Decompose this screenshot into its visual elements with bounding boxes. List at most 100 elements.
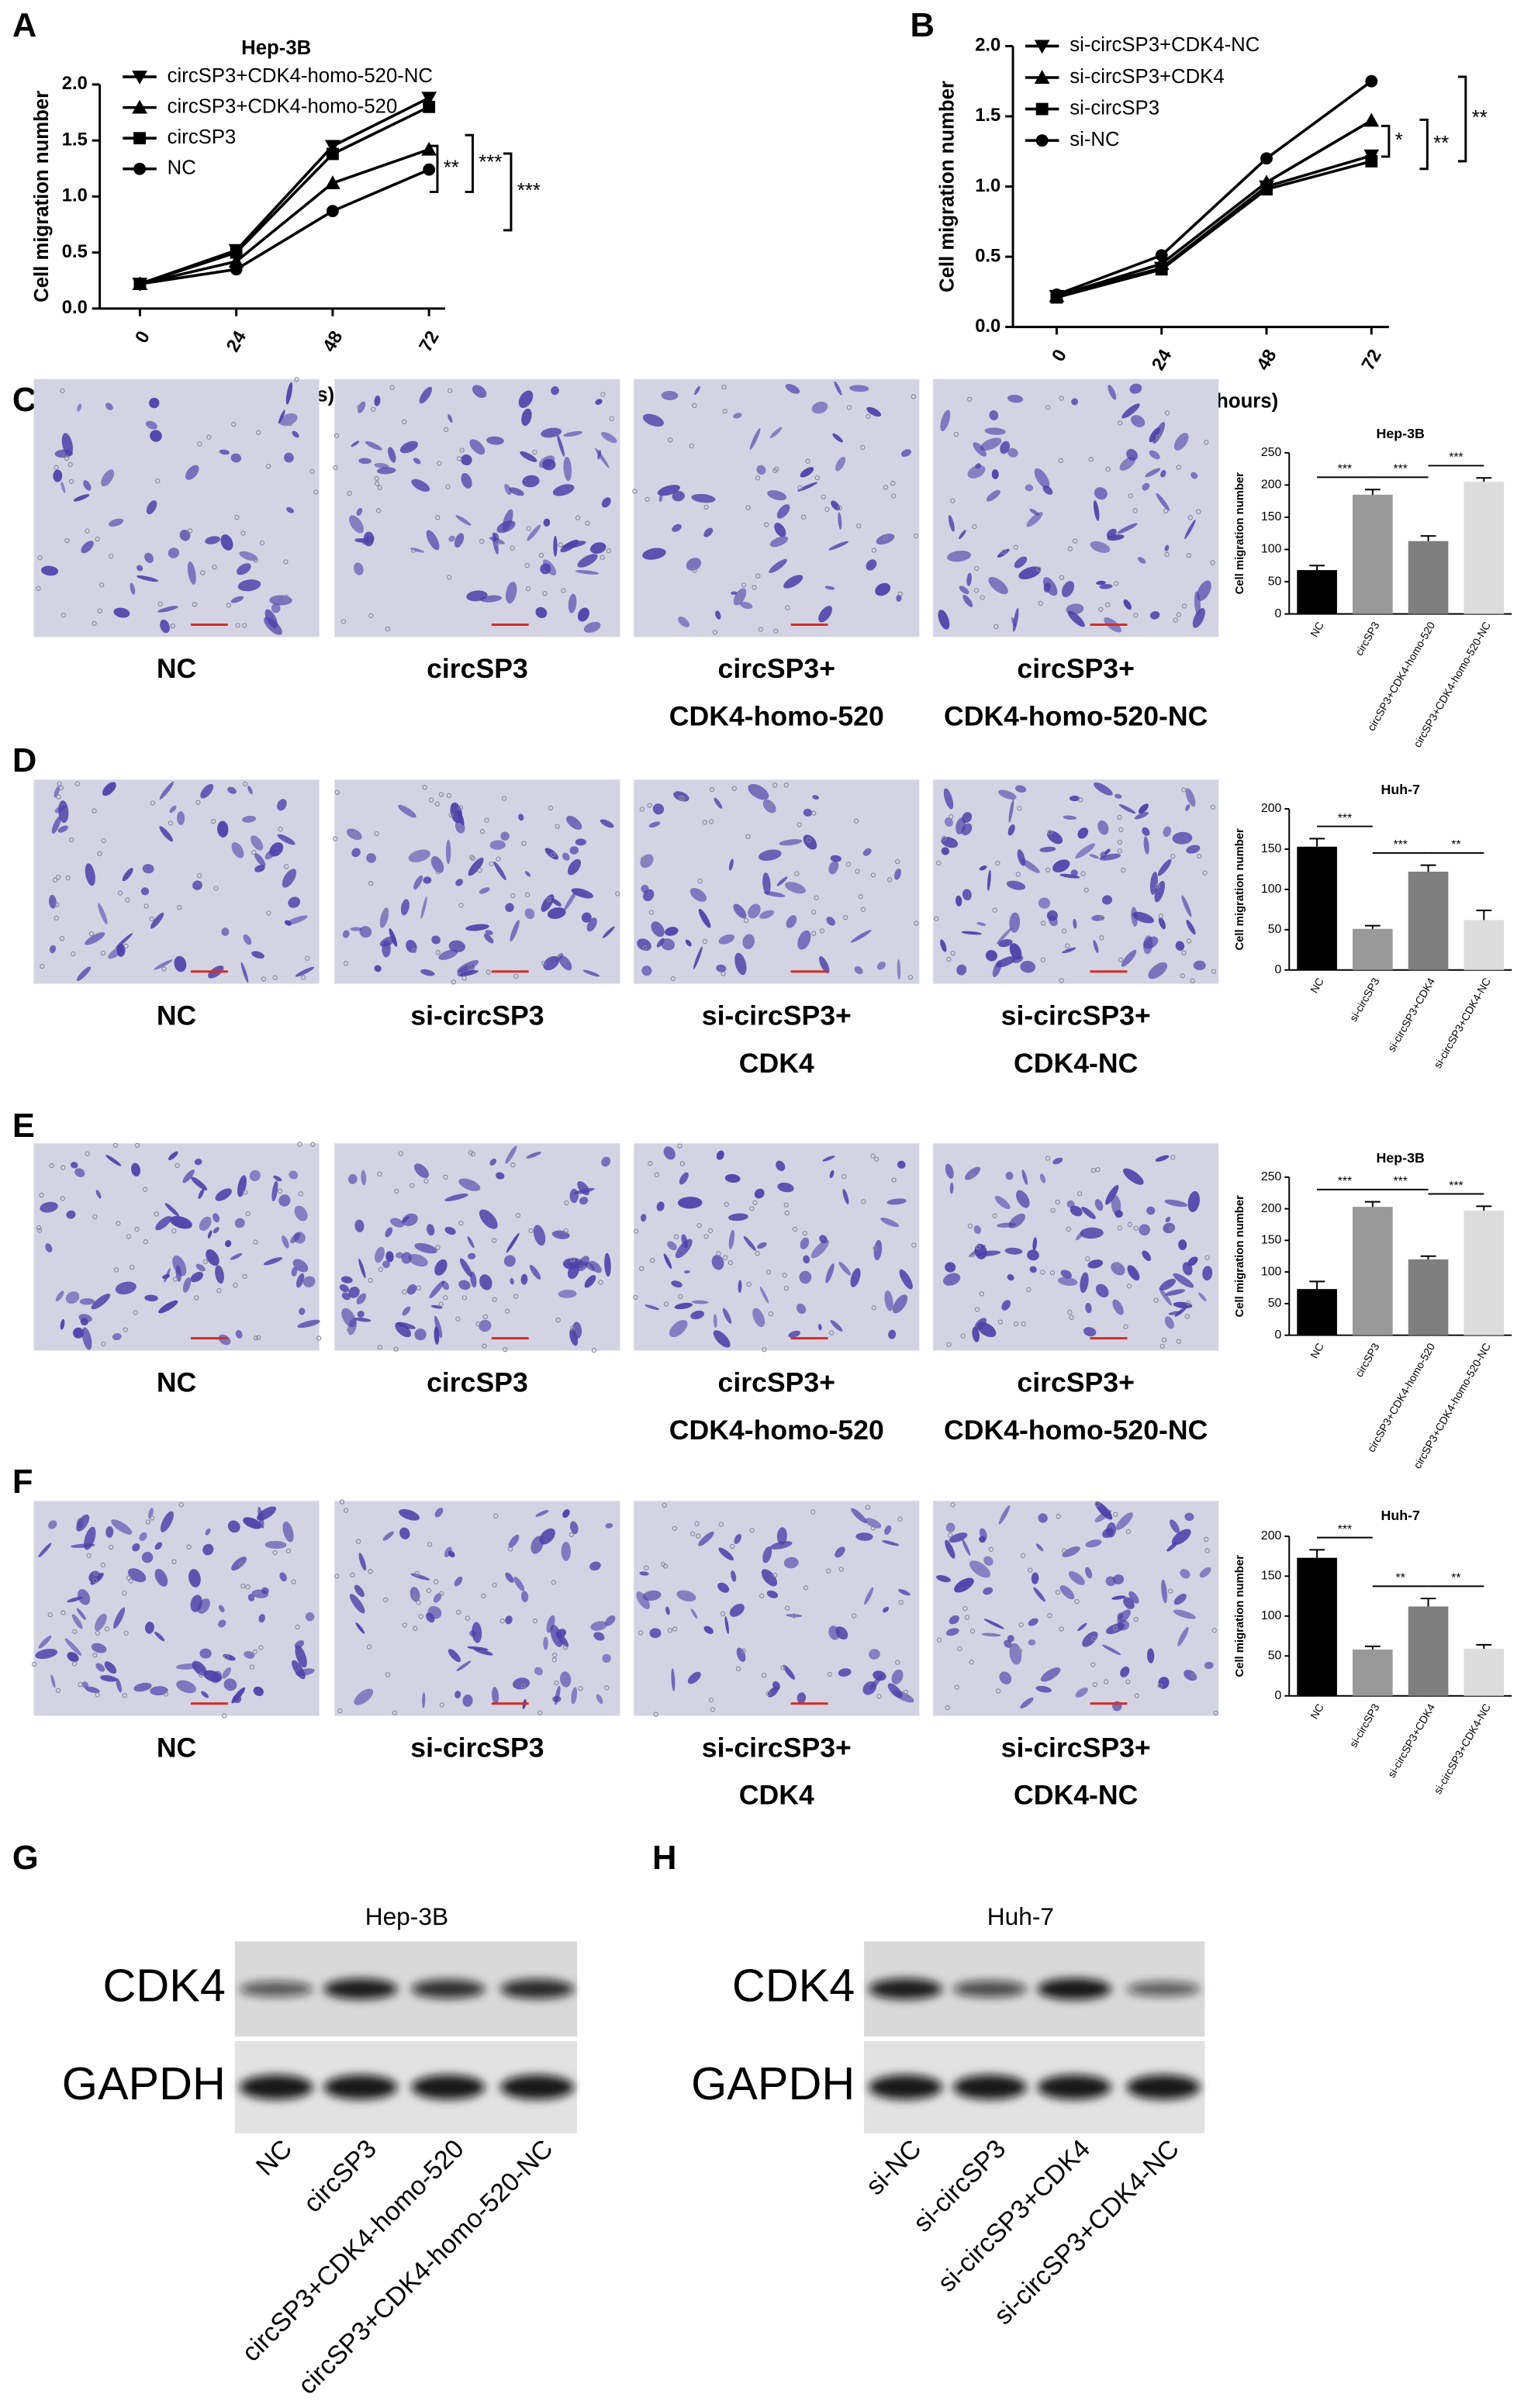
cell bbox=[346, 828, 362, 841]
cell bbox=[873, 1239, 883, 1261]
cell bbox=[294, 1640, 305, 1649]
pore bbox=[895, 1660, 900, 1665]
cell bbox=[759, 910, 775, 919]
pore bbox=[1065, 943, 1070, 948]
pore bbox=[797, 822, 802, 827]
cell bbox=[828, 860, 839, 875]
pore bbox=[492, 1297, 497, 1302]
cell bbox=[295, 1645, 307, 1668]
pore bbox=[85, 1151, 90, 1156]
cell bbox=[206, 1249, 219, 1266]
pore bbox=[122, 1591, 127, 1596]
cell bbox=[243, 934, 252, 945]
cell bbox=[521, 408, 532, 427]
cell bbox=[538, 455, 555, 468]
pore bbox=[988, 1546, 994, 1552]
cell bbox=[341, 1292, 351, 1301]
cell bbox=[105, 1155, 122, 1166]
legend-label: circSP3+CDK4-homo-520 bbox=[168, 95, 398, 117]
pore bbox=[1155, 434, 1161, 440]
panel-letter: C bbox=[12, 382, 36, 419]
cell bbox=[496, 1172, 505, 1180]
pore bbox=[591, 1347, 597, 1353]
band bbox=[411, 2075, 486, 2100]
pore bbox=[678, 795, 683, 800]
cell bbox=[595, 447, 610, 468]
y-tick-label: 150 bbox=[1261, 510, 1282, 523]
pore bbox=[117, 890, 123, 896]
y-tick-label: 0 bbox=[1275, 1328, 1282, 1342]
cell bbox=[1042, 577, 1058, 596]
bar bbox=[1297, 570, 1337, 614]
cell bbox=[767, 490, 787, 501]
cell bbox=[754, 1188, 765, 1199]
pore bbox=[266, 910, 271, 916]
pore bbox=[339, 1499, 345, 1505]
pore bbox=[445, 484, 451, 489]
pore bbox=[672, 1525, 678, 1531]
pore bbox=[1076, 1191, 1083, 1197]
cell bbox=[154, 1568, 168, 1587]
cell bbox=[396, 1321, 416, 1329]
pore bbox=[337, 1708, 343, 1714]
micrograph-label: si-circSP3 bbox=[410, 1000, 544, 1031]
cell bbox=[251, 1589, 269, 1598]
pore bbox=[667, 1628, 672, 1633]
pore bbox=[702, 820, 707, 825]
pore bbox=[468, 1150, 474, 1156]
cell bbox=[67, 1596, 83, 1603]
pore bbox=[870, 1525, 876, 1531]
cell bbox=[354, 1584, 365, 1598]
blot-row-label: CDK4 bbox=[732, 1959, 855, 2011]
cell bbox=[663, 1253, 672, 1270]
cell bbox=[891, 1669, 904, 1684]
pore bbox=[1158, 914, 1164, 919]
pore bbox=[205, 1218, 211, 1223]
cell bbox=[279, 413, 298, 427]
cell bbox=[230, 596, 244, 603]
cell bbox=[530, 1536, 544, 1554]
cell bbox=[731, 1570, 737, 1582]
pore bbox=[178, 1502, 184, 1508]
pore bbox=[1067, 546, 1073, 551]
cell bbox=[1186, 920, 1196, 935]
pore bbox=[1167, 1588, 1173, 1594]
pore bbox=[1155, 883, 1160, 889]
pore bbox=[1204, 1548, 1210, 1553]
cell bbox=[1194, 591, 1201, 616]
cell bbox=[985, 949, 997, 962]
cell bbox=[743, 1235, 756, 1251]
cell bbox=[293, 1232, 306, 1244]
pore bbox=[54, 915, 59, 921]
pore bbox=[172, 1277, 178, 1282]
pore bbox=[469, 855, 475, 860]
cell bbox=[251, 951, 264, 959]
pore bbox=[866, 413, 871, 420]
cell bbox=[458, 1178, 481, 1191]
pore bbox=[210, 818, 216, 824]
pore bbox=[1055, 1199, 1060, 1205]
pore bbox=[824, 506, 830, 513]
pore bbox=[1123, 1324, 1128, 1329]
cell bbox=[825, 1263, 835, 1283]
pore bbox=[1113, 1625, 1118, 1631]
cell bbox=[945, 1539, 956, 1559]
y-tick-label: 200 bbox=[1261, 1202, 1282, 1215]
pore bbox=[941, 835, 947, 841]
pore bbox=[438, 1301, 444, 1307]
pore bbox=[568, 1532, 575, 1538]
cell bbox=[520, 451, 537, 462]
y-tick-label: 2.0 bbox=[975, 36, 1000, 56]
pore bbox=[333, 836, 338, 841]
cell bbox=[1127, 1265, 1140, 1281]
cell bbox=[1121, 403, 1140, 419]
cell bbox=[936, 1574, 951, 1583]
cell bbox=[776, 504, 790, 519]
cell bbox=[94, 1613, 107, 1631]
pore bbox=[853, 818, 859, 824]
cell bbox=[1014, 556, 1028, 568]
pore bbox=[125, 897, 130, 903]
bar bbox=[1408, 1259, 1449, 1335]
pore bbox=[561, 588, 566, 593]
cell bbox=[292, 1259, 309, 1273]
